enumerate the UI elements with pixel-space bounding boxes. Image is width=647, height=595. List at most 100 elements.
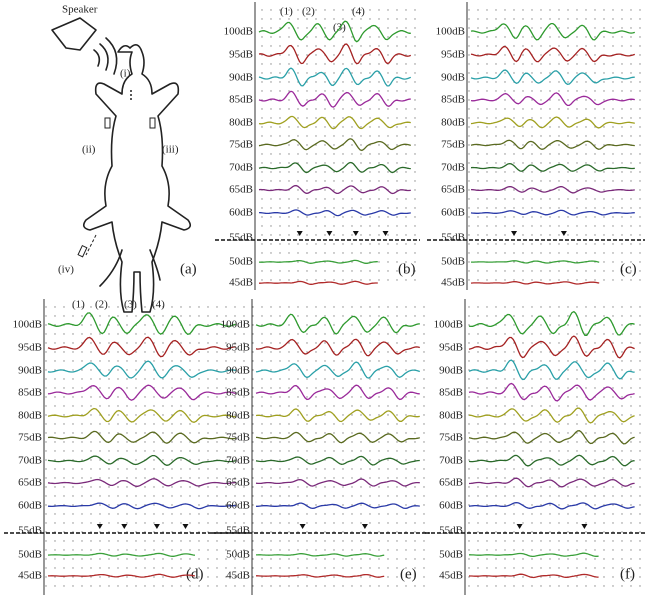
site-label: (iii) — [162, 144, 179, 156]
waveform — [258, 184, 411, 195]
level-label: 70dB — [226, 455, 250, 467]
level-label: 95dB — [439, 342, 463, 354]
level-label: 55dB — [441, 232, 465, 244]
site-label: (ii) — [82, 144, 96, 156]
waveform — [258, 209, 411, 217]
peak-label: (3) — [124, 299, 137, 311]
level-label: 100dB — [221, 319, 250, 331]
peak-marker — [516, 524, 523, 529]
level-label: 90dB — [18, 365, 42, 377]
peak-marker — [560, 231, 567, 236]
peak-label: (4) — [352, 6, 365, 18]
level-label: 45dB — [18, 570, 42, 582]
level-label: 85dB — [18, 387, 42, 399]
waveform — [258, 115, 411, 130]
waveform — [468, 430, 635, 445]
waveform — [258, 43, 412, 65]
waveform — [468, 310, 635, 336]
panel-label: (e) — [400, 566, 417, 582]
level-label: 55dB — [229, 232, 253, 244]
peak-label: (4) — [152, 299, 165, 311]
waveform — [258, 90, 411, 108]
mouse-sketch — [51, 17, 192, 313]
level-label: 50dB — [441, 256, 465, 268]
waveform — [47, 384, 236, 401]
level-label: 75dB — [226, 432, 250, 444]
level-label: 45dB — [226, 570, 250, 582]
level-label: 90dB — [229, 72, 253, 84]
waveform — [255, 408, 420, 423]
dotted-grid — [252, 301, 430, 593]
level-label: 50dB — [229, 256, 253, 268]
level-label: 65dB — [441, 184, 465, 196]
level-label: 80dB — [18, 410, 42, 422]
panel-label: (f) — [620, 566, 635, 582]
level-label: 75dB — [229, 139, 253, 151]
waveform — [255, 431, 420, 444]
waveform — [471, 260, 600, 264]
waveform — [469, 552, 599, 558]
level-label: 90dB — [441, 72, 465, 84]
level-label: 100dB — [436, 26, 465, 38]
waveform — [256, 553, 385, 557]
site-label: (i) — [120, 68, 131, 80]
peak-marker — [361, 524, 368, 529]
level-label: 65dB — [18, 477, 42, 489]
waveform — [255, 384, 420, 401]
waveform — [258, 161, 411, 174]
waveform — [468, 573, 599, 579]
level-label: 100dB — [224, 26, 253, 38]
waveform — [47, 552, 196, 557]
peak-label: (2) — [95, 299, 108, 311]
waveform — [470, 116, 635, 129]
level-label: 50dB — [439, 549, 463, 561]
peak-marker — [511, 231, 518, 236]
level-label: 45dB — [439, 570, 463, 582]
level-label: 95dB — [229, 49, 253, 61]
level-label: 60dB — [18, 500, 42, 512]
waveform — [255, 455, 420, 466]
level-label: 80dB — [229, 117, 253, 129]
peak-marker — [96, 524, 103, 529]
waveform — [47, 454, 236, 466]
level-label: 60dB — [229, 207, 253, 219]
peak-marker — [382, 231, 389, 236]
waveform — [470, 209, 635, 216]
waveform — [259, 280, 378, 285]
dotted-grid — [44, 301, 248, 593]
waveform — [255, 361, 420, 379]
waveform — [47, 312, 236, 336]
waveform — [468, 382, 635, 402]
level-label: 45dB — [229, 277, 253, 289]
level-label: 65dB — [229, 184, 253, 196]
level-label: 75dB — [439, 432, 463, 444]
peak-marker — [296, 231, 303, 236]
peak-marker — [326, 231, 333, 236]
level-label: 60dB — [439, 500, 463, 512]
panel-label: (c) — [620, 261, 637, 277]
level-label: 60dB — [226, 500, 250, 512]
waveform — [47, 478, 236, 487]
waveform — [258, 259, 378, 264]
waveform — [255, 338, 420, 357]
peak-marker — [182, 524, 189, 529]
level-label: 95dB — [441, 49, 465, 61]
level-label: 85dB — [441, 94, 465, 106]
waveform — [468, 454, 635, 467]
level-label: 45dB — [441, 277, 465, 289]
level-label: 50dB — [226, 549, 250, 561]
waveform — [468, 359, 635, 381]
peak-label: (1) — [72, 299, 85, 311]
level-label: 55dB — [439, 525, 463, 537]
level-label: 85dB — [229, 94, 253, 106]
waveform — [47, 502, 236, 510]
waveform — [468, 335, 635, 359]
waveform — [470, 45, 635, 63]
waveform — [470, 139, 635, 150]
peak-marker — [121, 524, 128, 529]
peak-marker — [299, 524, 306, 529]
level-label: 65dB — [226, 477, 250, 489]
waveform — [255, 313, 420, 335]
peak-marker — [581, 524, 588, 529]
